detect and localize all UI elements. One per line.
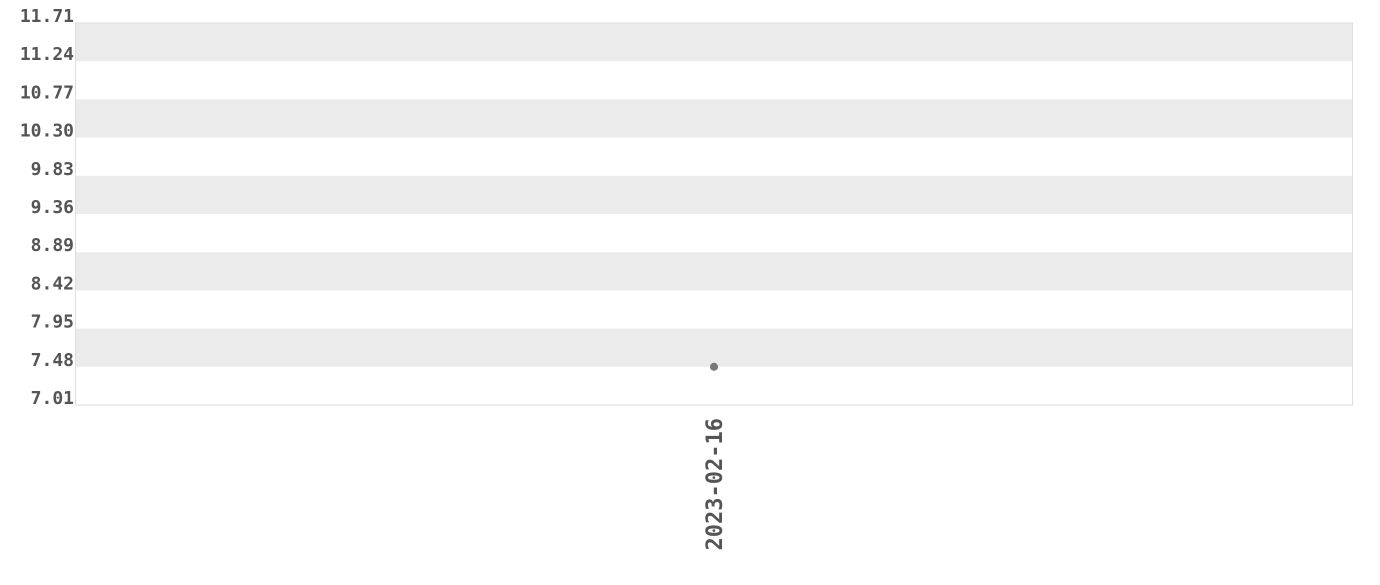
y-tick-label: 7.95 xyxy=(31,312,74,333)
grid-band xyxy=(75,23,1353,62)
y-tick-label: 7.01 xyxy=(31,388,74,409)
x-axis-ticks: 2023-02-16 xyxy=(703,418,728,550)
grid-band xyxy=(75,99,1353,138)
grid-bands xyxy=(75,23,1353,367)
y-tick-label: 10.77 xyxy=(20,82,74,103)
y-axis-ticks: 11.71 11.24 10.77 10.30 9.83 9.36 8.89 8.42 7.95… xyxy=(20,6,74,409)
data-point xyxy=(710,362,718,371)
plot-frame xyxy=(75,22,1353,406)
y-tick-label: 7.48 xyxy=(31,350,74,371)
y-tick-label: 8.42 xyxy=(31,273,74,294)
x-tick-label: 2023-02-16 xyxy=(703,418,728,550)
grid-band xyxy=(75,328,1353,367)
grid-band xyxy=(75,175,1353,214)
data-points xyxy=(710,362,718,371)
y-tick-label: 10.30 xyxy=(20,121,74,142)
y-tick-label: 8.89 xyxy=(31,235,74,256)
y-tick-label: 11.71 xyxy=(20,6,74,27)
y-tick-label: 11.24 xyxy=(20,44,74,65)
y-tick-label: 9.36 xyxy=(31,197,74,218)
y-tick-label: 9.83 xyxy=(31,159,74,180)
grid-band xyxy=(75,252,1353,291)
